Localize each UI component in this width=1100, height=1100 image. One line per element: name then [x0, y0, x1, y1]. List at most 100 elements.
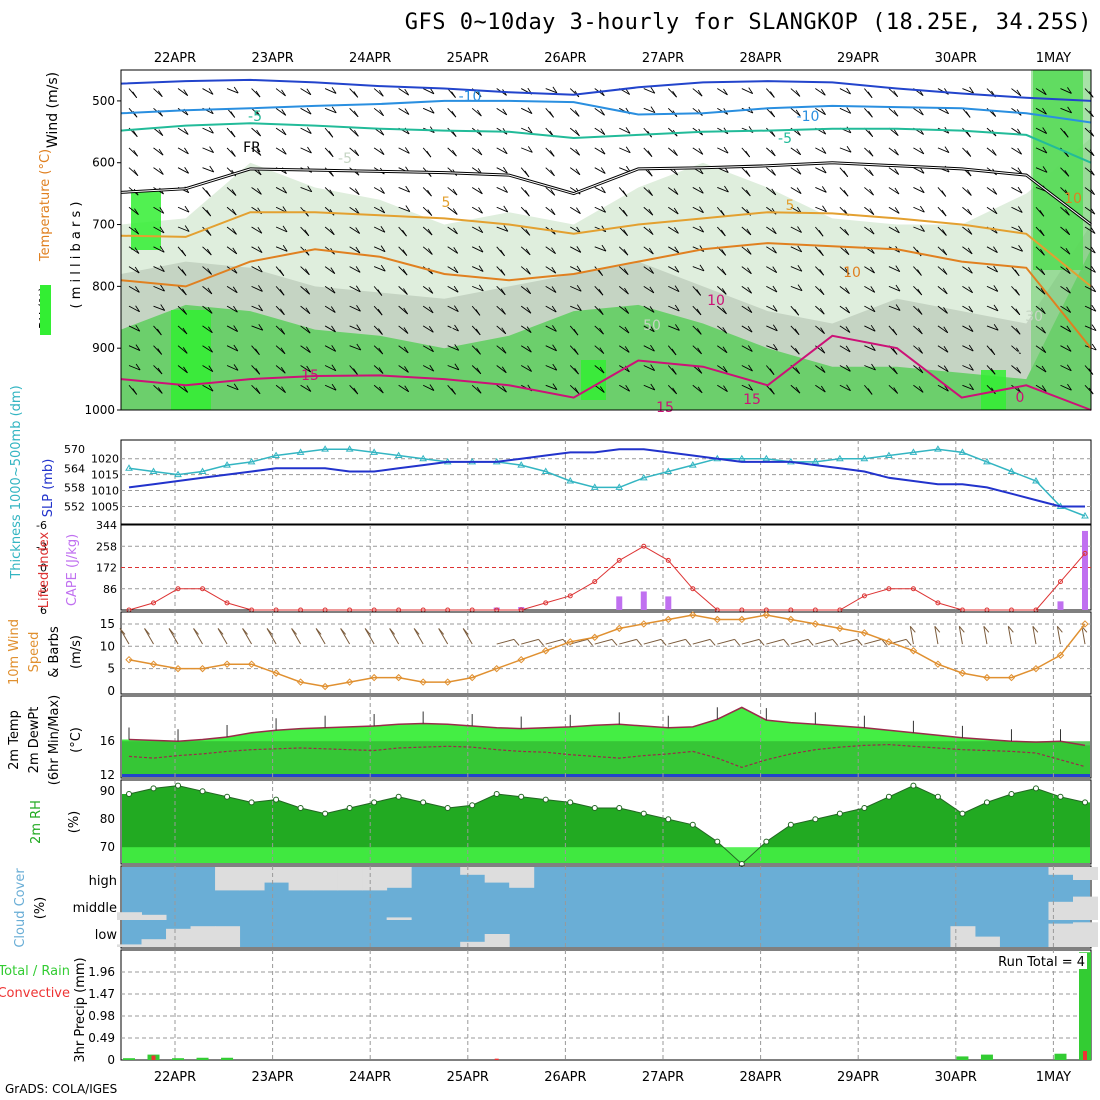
- wind-barb-flag: [600, 147, 606, 155]
- wind-barb: [594, 246, 607, 252]
- wind-barb-flag: [698, 148, 704, 155]
- wind-barb-flag: [331, 383, 337, 391]
- wind-barb-flag: [748, 384, 754, 391]
- wind-barb-flag: [819, 307, 825, 315]
- run-total-bg: [975, 953, 1087, 969]
- date-label-bottom: 1MAY: [1036, 1070, 1071, 1085]
- wind-barb-flag: [574, 367, 579, 375]
- wind-barb-flag: [233, 364, 239, 371]
- wind-barb: [324, 266, 336, 274]
- wind-barb-flag: [722, 307, 727, 315]
- ylabel-wind: Wind (m/s): [45, 72, 61, 148]
- cloud-cell-high: [386, 867, 412, 888]
- thickness-marker: [370, 448, 379, 455]
- wind-speed-marker: [983, 673, 991, 682]
- wind-barb-flag: [573, 348, 579, 355]
- wind-barb-flag: [353, 368, 358, 375]
- wind-barb: [349, 206, 360, 215]
- date-label-bottom: 29APR: [837, 1070, 879, 1085]
- wind-barb: [864, 325, 876, 332]
- wind-barb: [251, 226, 263, 234]
- wind-speed-marker: [591, 633, 599, 642]
- wind-barb-flag: [648, 189, 653, 196]
- wind-barb-flag: [380, 206, 386, 214]
- wind-barb-flag: [329, 189, 335, 197]
- wind-barb-flag: [1040, 249, 1045, 256]
- wind-barb-flag: [525, 248, 531, 256]
- cloud-level-label: high: [89, 874, 117, 889]
- cape-bar: [616, 596, 623, 610]
- wind-barb-flag: [209, 126, 214, 134]
- wind-barb: [1007, 626, 1012, 645]
- wind-barb: [1081, 626, 1086, 645]
- wind-barb-flag: [697, 347, 702, 355]
- wind-barb-flag: [206, 248, 212, 256]
- wind-barb-flag: [772, 285, 778, 293]
- wind-barb-flag: [526, 287, 532, 295]
- wind-barb: [177, 127, 189, 135]
- wind-barb: [741, 345, 753, 352]
- wind-barb-flag: [1091, 324, 1097, 331]
- wind-barb: [766, 285, 778, 293]
- wind-barb: [815, 305, 825, 315]
- wind-barb: [1035, 88, 1047, 96]
- wind-barb-flag: [942, 268, 948, 275]
- wind-barb-flag: [307, 185, 313, 193]
- cloud-cell-middle: [1048, 901, 1074, 920]
- wind-barb-flag: [648, 247, 654, 255]
- wind-barb: [717, 88, 728, 96]
- wind-barb: [766, 266, 777, 273]
- wind-barb: [398, 107, 410, 115]
- rh-high-patch: [581, 360, 606, 400]
- wind-barb-flag: [965, 111, 971, 118]
- wind-barb-flag: [721, 288, 727, 295]
- thickness-marker: [835, 454, 844, 462]
- wind-barb-flag: [843, 189, 849, 197]
- wind-barb: [202, 305, 213, 314]
- wind-barb: [471, 187, 483, 195]
- wind-barb: [202, 266, 212, 275]
- wind-barb-flag: [133, 149, 139, 157]
- contour-label: -5: [778, 131, 792, 147]
- wind-barb-flag: [549, 150, 555, 157]
- wind-barb-flag: [451, 91, 456, 98]
- wind-barb: [496, 147, 508, 155]
- wind-barb: [447, 365, 460, 371]
- wind-barb: [153, 147, 164, 156]
- cloud-cell-low: [460, 941, 486, 947]
- wind-barb: [1011, 187, 1023, 194]
- wind-barb-flag: [624, 346, 630, 353]
- wind-barb: [937, 345, 949, 353]
- wind-barb-flag: [868, 110, 873, 118]
- date-label-bottom: 23APR: [251, 1070, 293, 1085]
- wind-barb-flag: [405, 205, 411, 212]
- wind-barb-flag: [748, 87, 754, 94]
- wind-barb-flag: [377, 289, 383, 296]
- cape-tick-label: 258: [96, 540, 117, 553]
- wind-barb: [839, 246, 850, 256]
- wind-barb: [300, 305, 311, 315]
- wind-barb: [864, 226, 875, 235]
- wind-barb-flag: [451, 388, 456, 395]
- wind-barb: [1035, 127, 1047, 134]
- wind-barb-flag: [1042, 146, 1048, 154]
- wind-barb-flag: [771, 188, 777, 196]
- thickness-marker: [198, 467, 207, 474]
- wind-barb-flag: [428, 326, 434, 333]
- ylabel-temp2m: 2m Temp: [7, 710, 22, 770]
- thickness-marker: [909, 448, 918, 455]
- wind-barb: [766, 167, 776, 176]
- wind-speed-marker: [1032, 664, 1040, 673]
- wind-speed-marker: [909, 647, 918, 655]
- wind-barb-flag: [550, 189, 556, 196]
- wind-barb: [618, 286, 629, 295]
- wind-barb: [177, 226, 190, 232]
- cloud-cell-low: [1048, 923, 1074, 947]
- wind-barb: [153, 206, 165, 214]
- wind-barb-flag: [477, 148, 483, 156]
- rh2m-frame: [120, 779, 1092, 865]
- wind-barb-flag: [168, 628, 175, 635]
- wind-barb-flag: [685, 639, 692, 646]
- surface-wind-barbs: [119, 626, 1088, 646]
- wind-barb: [888, 88, 898, 98]
